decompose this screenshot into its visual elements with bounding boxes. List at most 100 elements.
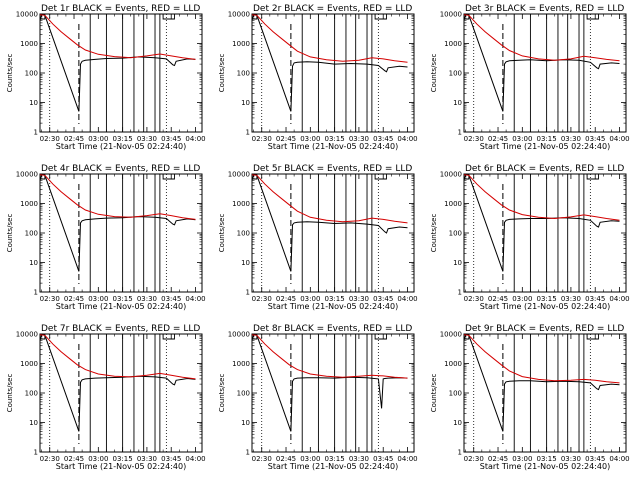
events-series-line (39, 334, 196, 432)
x-tick-label: 03:15 (537, 455, 557, 463)
x-tick-label: 02:30 (464, 135, 484, 143)
bracket-marker (586, 14, 599, 20)
x-tick-label: 03:30 (137, 295, 157, 303)
y-tick-label: 100 (237, 230, 250, 238)
x-tick-label: 03:30 (349, 135, 369, 143)
x-tick-label: 03:15 (537, 135, 557, 143)
y-tick-label: 10000 (228, 171, 250, 179)
lld-series-line (39, 334, 196, 380)
panel-title: Det 3r BLACK = Events, RED = LLD (465, 4, 624, 14)
x-tick-label: 04:00 (185, 295, 205, 303)
x-tick-label: 03:45 (585, 135, 605, 143)
x-tick-label: 02:30 (464, 295, 484, 303)
y-tick-label: 100 (449, 390, 462, 398)
plot-frame (39, 333, 203, 453)
bracket-marker (374, 14, 387, 20)
x-tick-label: 03:15 (113, 295, 133, 303)
x-axis-label: Start Time (21-Nov-05 02:24:40) (480, 462, 610, 471)
y-axis-label: Counts/sec (6, 214, 14, 253)
y-tick-label: 10 (453, 259, 462, 267)
x-tick-label: 04:00 (609, 135, 629, 143)
detector-panel: 1 10 100 1000 10000 02:30 02:45 03:00 03:15 03:30… (430, 324, 630, 471)
x-tick-label: 04:00 (397, 295, 417, 303)
y-tick-label: 10000 (440, 331, 462, 339)
plot-frame (251, 173, 415, 293)
y-tick-label: 1 (34, 129, 38, 137)
lld-series-line (463, 14, 620, 62)
events-series-line (463, 14, 620, 112)
x-tick-label: 03:30 (349, 295, 369, 303)
x-tick-label: 03:30 (561, 295, 581, 303)
detector-panel: 1 10 100 1000 10000 02:30 02:45 03:00 03:15 03:30… (6, 4, 206, 151)
events-series-line (39, 174, 196, 272)
x-tick-label: 02:30 (252, 295, 272, 303)
x-axis-label: Start Time (21-Nov-05 02:24:40) (480, 142, 610, 151)
panel-title: Det 9r BLACK = Events, RED = LLD (465, 324, 624, 334)
x-tick-label: 03:15 (113, 455, 133, 463)
bracket-marker (162, 334, 175, 340)
x-tick-label: 02:30 (464, 455, 484, 463)
x-tick-label: 03:00 (512, 455, 532, 463)
x-tick-label: 03:15 (113, 135, 133, 143)
events-series-line (251, 14, 408, 112)
x-tick-label: 03:00 (300, 295, 320, 303)
y-axis-label: Counts/sec (6, 54, 14, 93)
x-axis-label: Start Time (21-Nov-05 02:24:40) (56, 462, 186, 471)
y-tick-label: 10000 (16, 171, 38, 179)
events-series-line (251, 174, 408, 272)
x-tick-label: 03:15 (325, 455, 345, 463)
plot-frame (39, 13, 203, 133)
x-tick-label: 02:30 (40, 455, 60, 463)
y-tick-label: 100 (25, 70, 38, 78)
x-tick-label: 02:45 (488, 295, 508, 303)
x-tick-label: 03:30 (561, 135, 581, 143)
y-tick-label: 1000 (232, 360, 250, 368)
x-tick-label: 03:15 (325, 295, 345, 303)
x-tick-label: 04:00 (609, 455, 629, 463)
x-tick-label: 02:45 (64, 135, 84, 143)
bracket-marker (374, 174, 387, 180)
x-tick-label: 02:45 (276, 295, 296, 303)
x-tick-label: 03:15 (325, 135, 345, 143)
y-tick-label: 1 (246, 449, 250, 457)
events-series-line (39, 14, 196, 112)
y-axis-label: Counts/sec (430, 374, 438, 413)
x-tick-label: 03:30 (349, 455, 369, 463)
x-tick-label: 03:30 (137, 135, 157, 143)
x-tick-label: 04:00 (397, 455, 417, 463)
y-tick-label: 100 (449, 70, 462, 78)
y-tick-label: 1 (246, 129, 250, 137)
y-tick-label: 10000 (228, 11, 250, 19)
y-axis-label: Counts/sec (430, 214, 438, 253)
x-tick-label: 03:00 (512, 295, 532, 303)
x-tick-label: 03:45 (161, 295, 181, 303)
bracket-marker (374, 334, 387, 340)
x-tick-label: 03:30 (561, 455, 581, 463)
detector-panel: 1 10 100 1000 10000 02:30 02:45 03:00 03:15 03:30… (218, 324, 418, 471)
y-tick-label: 10 (241, 259, 250, 267)
y-tick-label: 1 (458, 289, 462, 297)
y-tick-label: 100 (25, 390, 38, 398)
panel-title: Det 5r BLACK = Events, RED = LLD (253, 164, 412, 174)
y-tick-label: 10000 (228, 331, 250, 339)
x-tick-label: 02:45 (64, 295, 84, 303)
x-axis-label: Start Time (21-Nov-05 02:24:40) (268, 462, 398, 471)
x-tick-label: 03:45 (373, 295, 393, 303)
x-axis-label: Start Time (21-Nov-05 02:24:40) (56, 302, 186, 311)
events-series-line (463, 174, 620, 272)
x-tick-label: 03:00 (88, 295, 108, 303)
x-tick-label: 03:45 (585, 455, 605, 463)
y-axis-label: Counts/sec (218, 214, 226, 253)
y-tick-label: 10 (241, 99, 250, 107)
panel-title: Det 1r BLACK = Events, RED = LLD (41, 4, 200, 14)
events-series-line (251, 334, 408, 432)
x-tick-label: 03:00 (300, 135, 320, 143)
x-tick-label: 03:45 (161, 135, 181, 143)
y-tick-label: 1000 (232, 40, 250, 48)
bracket-marker (162, 14, 175, 20)
x-tick-label: 03:45 (161, 455, 181, 463)
plot-frame (251, 333, 415, 453)
lld-series-line (251, 334, 408, 379)
y-tick-label: 10 (241, 419, 250, 427)
